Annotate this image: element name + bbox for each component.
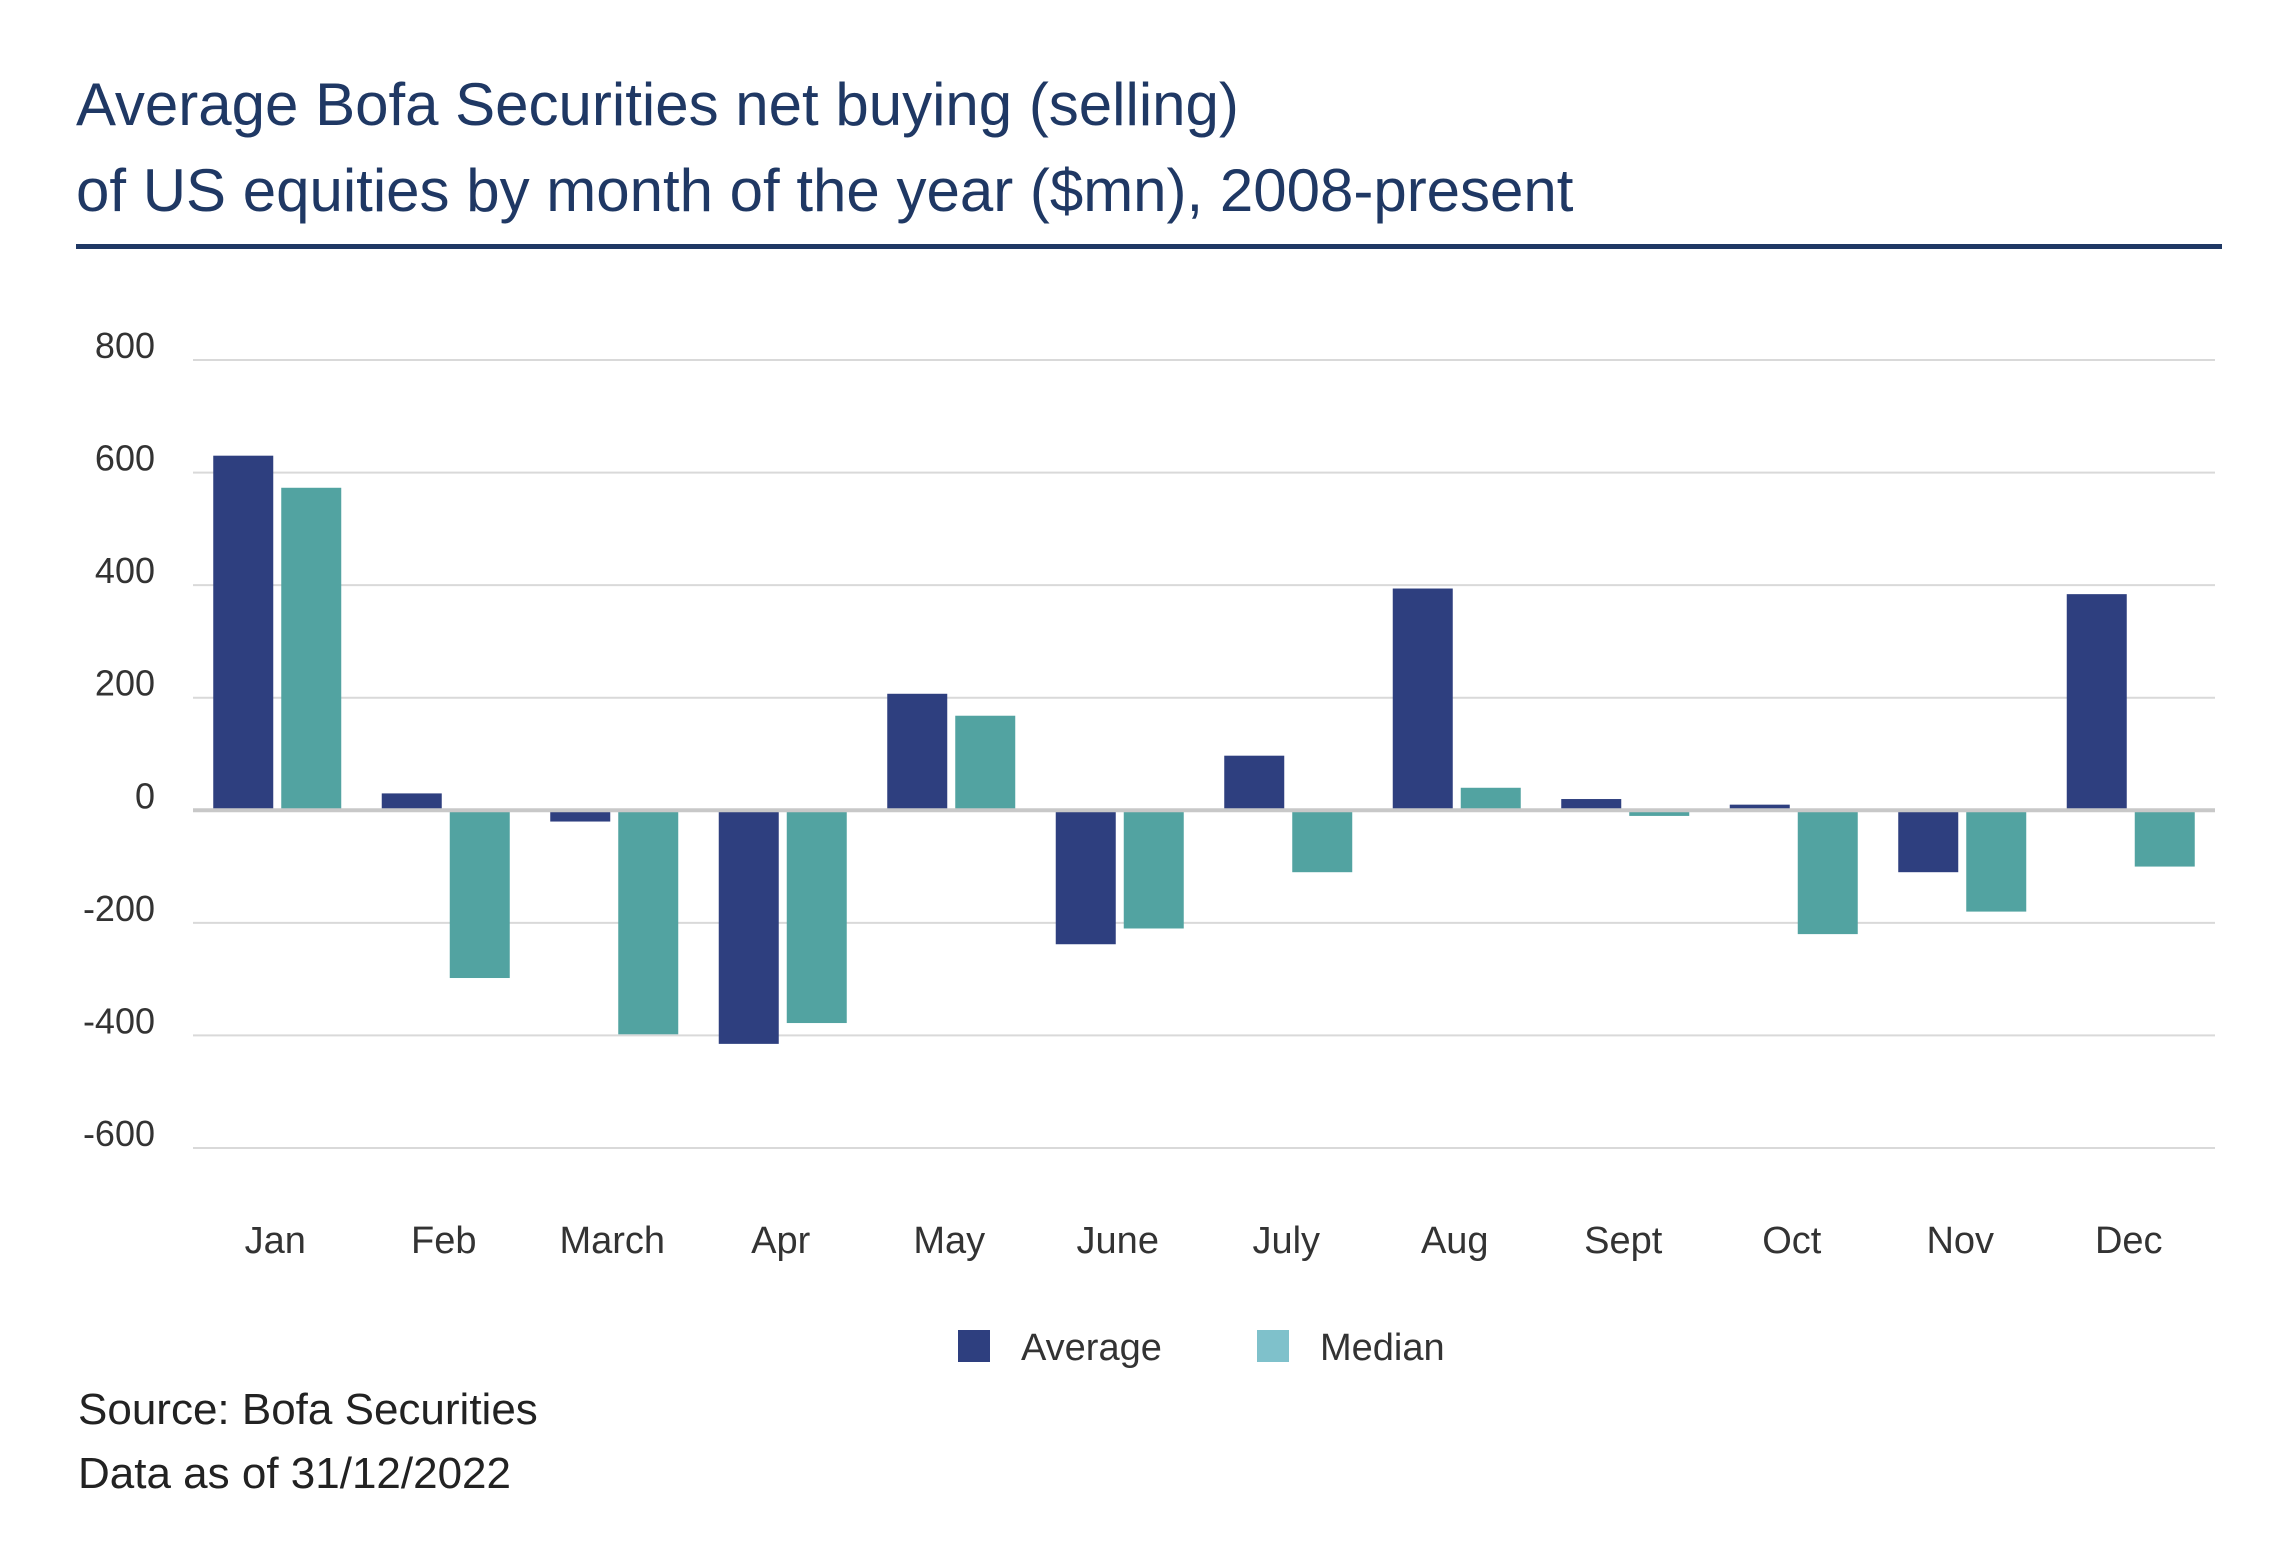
- bar-average-dec: [2066, 594, 2127, 811]
- footer: Source: Bofa Securities Data as of 31/12…: [78, 1378, 538, 1506]
- bar-average-may: [887, 693, 948, 811]
- y-tick-label: 200: [95, 663, 155, 704]
- x-tick-label: Oct: [1762, 1220, 1822, 1262]
- bar-median-march: [618, 810, 679, 1035]
- y-tick-label: 800: [95, 325, 155, 366]
- legend-label-median: Median: [1320, 1327, 1445, 1369]
- x-tick-label: July: [1252, 1220, 1320, 1262]
- bar-average-apr: [718, 810, 779, 1044]
- bar-average-feb: [381, 793, 442, 811]
- x-tick-label: Aug: [1421, 1220, 1489, 1262]
- legend-swatch-median: [1257, 1330, 1289, 1362]
- x-tick-label: Sept: [1584, 1220, 1663, 1262]
- bar-average-nov: [1898, 810, 1959, 873]
- bar-average-july: [1224, 755, 1285, 811]
- bar-median-jan: [281, 487, 342, 811]
- bar-average-june: [1055, 810, 1116, 945]
- y-tick-label: -600: [83, 1113, 155, 1154]
- source-note: Source: Bofa Securities: [78, 1385, 538, 1434]
- bar-average-jan: [213, 455, 274, 811]
- legend-swatch-average: [958, 1330, 990, 1362]
- y-tick-label: 0: [135, 775, 155, 816]
- bar-average-march: [550, 810, 611, 822]
- data-date-note: Data as of 31/12/2022: [78, 1449, 511, 1498]
- y-tick-label: 600: [95, 438, 155, 479]
- bar-median-june: [1123, 810, 1184, 929]
- bar-median-dec: [2134, 810, 2195, 867]
- chart-title-line-1: Average Bofa Securities net buying (sell…: [76, 71, 1239, 138]
- bar-median-oct: [1797, 810, 1858, 935]
- title-divider: [76, 244, 2222, 249]
- bar-median-may: [955, 715, 1016, 811]
- x-tick-label: Apr: [751, 1220, 810, 1262]
- bar-average-oct: [1729, 804, 1790, 811]
- x-tick-label: Jan: [245, 1220, 306, 1262]
- y-tick-label: -200: [83, 888, 155, 929]
- chart-title: Average Bofa Securities net buying (sell…: [76, 62, 2226, 234]
- x-tick-label: June: [1077, 1220, 1159, 1262]
- x-tick-label: May: [913, 1220, 985, 1262]
- bar-average-sept: [1561, 799, 1622, 811]
- chart-title-line-2: of US equities by month of the year ($mn…: [76, 157, 1574, 224]
- y-tick-label: 400: [95, 550, 155, 591]
- bar-median-july: [1292, 810, 1353, 873]
- x-tick-label: Nov: [1926, 1220, 1994, 1262]
- bar-median-apr: [786, 810, 847, 1024]
- bar-median-aug: [1460, 787, 1521, 811]
- x-tick-label: Feb: [411, 1220, 476, 1262]
- bar-median-feb: [449, 810, 510, 979]
- legend-label-average: Average: [1021, 1327, 1162, 1369]
- y-tick-label: -400: [83, 1000, 155, 1041]
- bar-median-nov: [1966, 810, 2027, 912]
- bar-average-aug: [1392, 588, 1453, 811]
- bar-median-sept: [1629, 810, 1690, 816]
- x-tick-label: Dec: [2095, 1220, 2163, 1262]
- x-tick-label: March: [559, 1220, 665, 1262]
